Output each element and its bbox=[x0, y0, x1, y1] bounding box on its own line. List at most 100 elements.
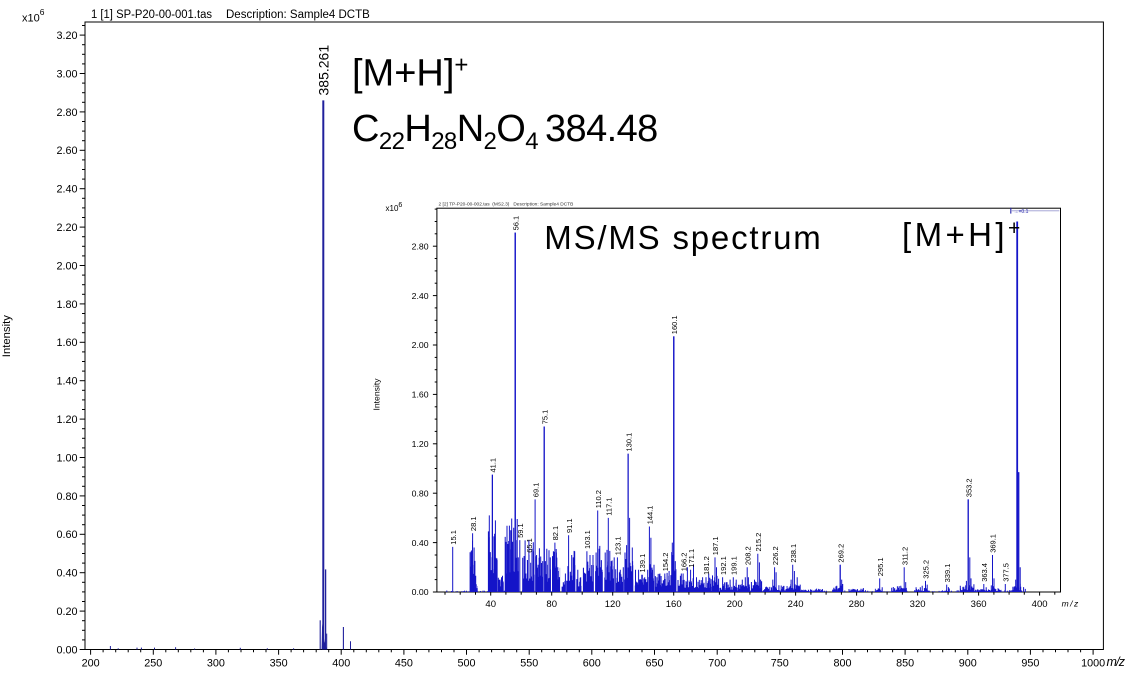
svg-text:339.1: 339.1 bbox=[943, 564, 952, 583]
svg-text:75.1: 75.1 bbox=[540, 410, 549, 425]
svg-text:240: 240 bbox=[788, 599, 804, 610]
svg-text:187.1: 187.1 bbox=[711, 536, 720, 555]
svg-text:160: 160 bbox=[666, 599, 682, 610]
svg-text:0.80: 0.80 bbox=[56, 491, 77, 503]
svg-text:0.80: 0.80 bbox=[412, 488, 429, 498]
svg-text:m/z: m/z bbox=[1107, 655, 1126, 669]
svg-text:0.00: 0.00 bbox=[56, 644, 77, 656]
svg-text:250: 250 bbox=[144, 657, 162, 669]
svg-text:400: 400 bbox=[1032, 599, 1048, 610]
svg-text:65.1: 65.1 bbox=[525, 538, 534, 553]
svg-text:311.2: 311.2 bbox=[900, 547, 909, 565]
svg-text:295.1: 295.1 bbox=[876, 557, 885, 576]
svg-text:2.40: 2.40 bbox=[56, 184, 77, 196]
svg-text:350: 350 bbox=[270, 657, 288, 669]
svg-text:1.80: 1.80 bbox=[56, 299, 77, 311]
svg-text:2.40: 2.40 bbox=[412, 291, 429, 301]
svg-text:139.1: 139.1 bbox=[638, 554, 647, 573]
svg-text:x106: x106 bbox=[22, 7, 45, 25]
svg-text:28.1: 28.1 bbox=[469, 516, 478, 531]
svg-text:2.60: 2.60 bbox=[56, 145, 77, 157]
svg-text:550: 550 bbox=[520, 657, 538, 669]
svg-text:110.2: 110.2 bbox=[594, 490, 603, 508]
svg-text:1.20: 1.20 bbox=[412, 439, 429, 449]
svg-text:600: 600 bbox=[583, 657, 601, 669]
svg-text:200: 200 bbox=[727, 599, 743, 610]
svg-text:m/z: m/z bbox=[1062, 599, 1079, 609]
svg-text:800: 800 bbox=[833, 657, 851, 669]
svg-text:Description: Sample4 DCTB: Description: Sample4 DCTB bbox=[226, 9, 370, 21]
svg-text:0.00: 0.00 bbox=[412, 587, 429, 597]
svg-text:181.2: 181.2 bbox=[702, 556, 711, 575]
svg-text:215.2: 215.2 bbox=[754, 533, 763, 552]
svg-text:1.60: 1.60 bbox=[56, 337, 77, 349]
svg-text:385.261: 385.261 bbox=[316, 45, 332, 96]
svg-text:700: 700 bbox=[708, 657, 726, 669]
svg-text:320: 320 bbox=[910, 599, 926, 610]
svg-text:56.1: 56.1 bbox=[511, 216, 520, 231]
svg-text:200: 200 bbox=[82, 657, 100, 669]
svg-text:3.00: 3.00 bbox=[56, 68, 77, 80]
svg-text:353.2: 353.2 bbox=[964, 478, 973, 497]
svg-text:[M+H]+: [M+H]+ bbox=[352, 52, 468, 95]
svg-text:40: 40 bbox=[485, 599, 496, 610]
svg-text:280: 280 bbox=[849, 599, 865, 610]
svg-text:650: 650 bbox=[645, 657, 663, 669]
svg-text:82.1: 82.1 bbox=[551, 526, 560, 541]
svg-text:400: 400 bbox=[332, 657, 350, 669]
svg-text:C22H28N2O4 384.48: C22H28N2O4 384.48 bbox=[352, 108, 658, 155]
svg-text:1.60: 1.60 bbox=[412, 390, 429, 400]
svg-text:850: 850 bbox=[896, 657, 914, 669]
svg-text:91.1: 91.1 bbox=[565, 518, 574, 533]
svg-text:41.1: 41.1 bbox=[489, 458, 498, 473]
svg-text:1000: 1000 bbox=[1081, 657, 1105, 669]
svg-text:2.00: 2.00 bbox=[412, 340, 429, 350]
svg-text:120: 120 bbox=[605, 599, 621, 610]
svg-text:117.1: 117.1 bbox=[605, 497, 614, 515]
svg-text:1.00: 1.00 bbox=[56, 452, 77, 464]
svg-text:0.60: 0.60 bbox=[56, 529, 77, 541]
svg-text:Intensity: Intensity bbox=[371, 378, 381, 411]
svg-text:123.1: 123.1 bbox=[614, 536, 623, 555]
svg-text:500: 500 bbox=[457, 657, 475, 669]
svg-text:154.2: 154.2 bbox=[661, 553, 670, 572]
svg-text:1.20: 1.20 bbox=[56, 414, 77, 426]
svg-text:160.1: 160.1 bbox=[670, 315, 679, 334]
svg-text:325.2: 325.2 bbox=[922, 560, 931, 579]
svg-text:80: 80 bbox=[546, 599, 557, 610]
svg-text:Intensity: Intensity bbox=[1, 315, 13, 357]
svg-text:171.1: 171.1 bbox=[687, 549, 696, 568]
svg-text:2.80: 2.80 bbox=[56, 107, 77, 119]
svg-text:2.00: 2.00 bbox=[56, 260, 77, 272]
svg-text:x106: x106 bbox=[386, 202, 403, 213]
svg-text:69.1: 69.1 bbox=[531, 483, 540, 498]
svg-text:130.1: 130.1 bbox=[624, 433, 633, 452]
svg-text:360: 360 bbox=[971, 599, 987, 610]
svg-text:226.2: 226.2 bbox=[771, 546, 780, 565]
svg-text:300: 300 bbox=[207, 657, 225, 669]
svg-text:0.20: 0.20 bbox=[56, 606, 77, 618]
svg-text:750: 750 bbox=[771, 657, 789, 669]
svg-text:950: 950 bbox=[1021, 657, 1039, 669]
svg-text:2.80: 2.80 bbox=[412, 241, 429, 251]
svg-text:238.1: 238.1 bbox=[789, 544, 798, 563]
svg-text:3.20: 3.20 bbox=[56, 30, 77, 42]
svg-text:369.1: 369.1 bbox=[989, 534, 998, 553]
svg-text:208.2: 208.2 bbox=[743, 546, 752, 565]
svg-text:103.1: 103.1 bbox=[583, 530, 592, 549]
svg-text:→×0.1: →×0.1 bbox=[1014, 209, 1029, 215]
svg-text:15.1: 15.1 bbox=[449, 530, 458, 545]
svg-text:59.1: 59.1 bbox=[516, 523, 525, 538]
svg-text:1.40: 1.40 bbox=[56, 376, 77, 388]
svg-text:199.1: 199.1 bbox=[730, 556, 739, 575]
svg-text:0.40: 0.40 bbox=[56, 568, 77, 580]
svg-text:1 [1] SP-P20-00-001.tas: 1 [1] SP-P20-00-001.tas bbox=[91, 9, 212, 21]
svg-text:363.4: 363.4 bbox=[980, 563, 989, 582]
svg-text:2.20: 2.20 bbox=[56, 222, 77, 234]
svg-text:[M+H]+: [M+H]+ bbox=[902, 216, 1024, 253]
svg-text:0.40: 0.40 bbox=[412, 538, 429, 548]
svg-text:MS/MS spectrum: MS/MS spectrum bbox=[544, 219, 821, 256]
svg-text:144.1: 144.1 bbox=[646, 506, 655, 525]
svg-text:2 [2] TP-P20-00-002.tas (MS2.: 2 [2] TP-P20-00-002.tas (MS2.3) Descript… bbox=[439, 201, 574, 207]
svg-text:269.2: 269.2 bbox=[836, 544, 845, 563]
